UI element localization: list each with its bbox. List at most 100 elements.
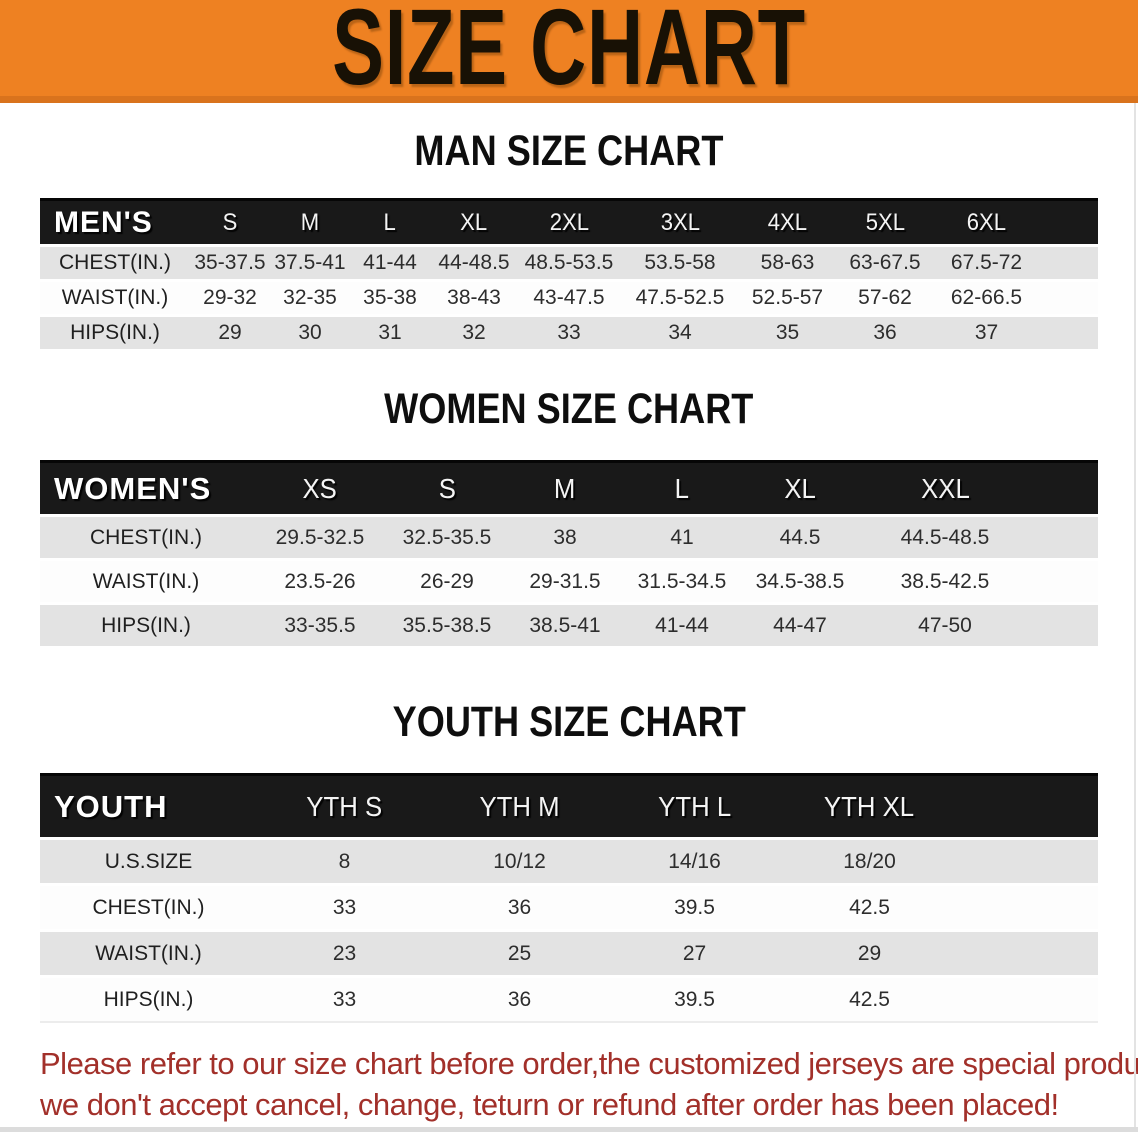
- spacer-cell: [957, 929, 1098, 977]
- spacer-cell: [1030, 558, 1098, 604]
- spacer-cell: [1038, 279, 1098, 316]
- size-value-cell: 36: [835, 314, 935, 349]
- size-value-cell: 37: [935, 314, 1038, 349]
- size-value-cell: 47.5-52.5: [620, 279, 740, 316]
- womens-header-row: WOMEN'S XS S M L XL XXL: [40, 460, 1098, 517]
- spacer-cell: [1038, 198, 1098, 247]
- measurement-row-waist: WAIST(IN.) 23 25 27 29: [40, 929, 1098, 977]
- size-value-cell: 32.5-35.5: [388, 514, 506, 560]
- size-column-header-text: XL: [784, 472, 816, 504]
- banner-title: SIZE CHART: [332, 0, 806, 103]
- spacer-cell: [1038, 244, 1098, 281]
- size-value-cell: 36: [432, 883, 607, 931]
- size-column-header-text: XXL: [920, 472, 970, 504]
- size-value-cell: 44.5: [740, 514, 860, 560]
- size-value-cell: 42.5: [782, 975, 957, 1023]
- youth-size-table: YOUTH YTH S YTH M YTH L YTH XL U.S.SIZE …: [40, 773, 1098, 1023]
- spacer-cell: [957, 773, 1098, 840]
- size-value-cell: 23.5-26: [252, 558, 388, 604]
- size-column-header: XL: [740, 460, 860, 517]
- size-column-header: XL: [430, 198, 518, 247]
- size-value-cell: 33: [257, 883, 432, 931]
- measurement-row-ussize: U.S.SIZE 8 10/12 14/16 18/20: [40, 837, 1098, 885]
- size-column-header-text: 2XL: [549, 208, 589, 236]
- size-value-cell: 29-31.5: [506, 558, 624, 604]
- size-column-header: M: [270, 198, 350, 247]
- size-value-cell: 43-47.5: [518, 279, 620, 316]
- size-column-header-text: YTH XL: [824, 790, 915, 822]
- measurement-row-hips: HIPS(IN.) 29 30 31 32 33 34 35 36 37: [40, 314, 1098, 349]
- spacer-cell: [1038, 314, 1098, 349]
- scan-edge-bottom: [0, 1127, 1138, 1132]
- size-value-cell: 37.5-41: [270, 244, 350, 281]
- size-value-cell: 38-43: [430, 279, 518, 316]
- youth-section-heading: YOUTH SIZE CHART: [0, 698, 1138, 747]
- size-column-header-text: L: [674, 472, 690, 504]
- size-value-cell: 33-35.5: [252, 602, 388, 646]
- size-column-header: 3XL: [620, 198, 740, 247]
- size-value-cell: 8: [257, 837, 432, 885]
- size-value-cell: 48.5-53.5: [518, 244, 620, 281]
- row-label-cell: HIPS(IN.): [40, 602, 252, 646]
- size-value-cell: 67.5-72: [935, 244, 1038, 281]
- men-section-heading-text: MAN SIZE CHART: [414, 127, 724, 175]
- size-value-cell: 32: [430, 314, 518, 349]
- measurement-row-hips: HIPS(IN.) 33-35.5 35.5-38.5 38.5-41 41-4…: [40, 602, 1098, 646]
- measurement-row-hips: HIPS(IN.) 33 36 39.5 42.5: [40, 975, 1098, 1023]
- size-column-header: S: [388, 460, 506, 517]
- size-value-cell: 39.5: [607, 883, 782, 931]
- size-column-header: M: [506, 460, 624, 517]
- row-label-cell: WAIST(IN.): [40, 929, 257, 977]
- youth-header-row: YOUTH YTH S YTH M YTH L YTH XL: [40, 773, 1098, 840]
- row-label-cell: WAIST(IN.): [40, 279, 190, 316]
- size-value-cell: 36: [432, 975, 607, 1023]
- row-label-cell: U.S.SIZE: [40, 837, 257, 885]
- disclaimer-line-1: Please refer to our size chart before or…: [40, 1046, 1138, 1081]
- size-column-header: YTH S: [257, 773, 432, 840]
- size-column-header-text: M: [300, 208, 320, 236]
- size-column-header: XXL: [860, 460, 1030, 517]
- size-column-header-text: M: [554, 472, 576, 504]
- mens-size-table: MEN'S S M L XL 2XL 3XL 4XL 5XL 6XL CHEST…: [40, 198, 1098, 349]
- men-section-heading: MAN SIZE CHART: [0, 127, 1138, 176]
- row-label-cell: HIPS(IN.): [40, 975, 257, 1023]
- size-column-header-text: YTH L: [657, 790, 731, 822]
- measurement-row-chest: CHEST(IN.) 33 36 39.5 42.5: [40, 883, 1098, 931]
- size-column-header: L: [350, 198, 430, 247]
- measurement-row-waist: WAIST(IN.) 23.5-26 26-29 29-31.5 31.5-34…: [40, 558, 1098, 604]
- youth-section-heading-text: YOUTH SIZE CHART: [392, 698, 746, 746]
- size-value-cell: 35.5-38.5: [388, 602, 506, 646]
- size-value-cell: 34.5-38.5: [740, 558, 860, 604]
- size-value-cell: 44-47: [740, 602, 860, 646]
- size-column-header: S: [190, 198, 270, 247]
- spacer-cell: [1030, 514, 1098, 560]
- size-column-header: 4XL: [740, 198, 835, 247]
- size-value-cell: 38.5-41: [506, 602, 624, 646]
- size-column-header: YTH L: [607, 773, 782, 840]
- size-value-cell: 29.5-32.5: [252, 514, 388, 560]
- size-value-cell: 35: [740, 314, 835, 349]
- size-value-cell: 25: [432, 929, 607, 977]
- size-column-header: YTH XL: [782, 773, 957, 840]
- size-value-cell: 38.5-42.5: [860, 558, 1030, 604]
- size-column-header: XS: [252, 460, 388, 517]
- size-value-cell: 29: [190, 314, 270, 349]
- size-value-cell: 35-37.5: [190, 244, 270, 281]
- size-value-cell: 62-66.5: [935, 279, 1038, 316]
- size-column-header: L: [624, 460, 740, 517]
- size-value-cell: 32-35: [270, 279, 350, 316]
- size-value-cell: 39.5: [607, 975, 782, 1023]
- size-value-cell: 41: [624, 514, 740, 560]
- womens-header-label: WOMEN'S: [40, 460, 252, 517]
- size-column-header-text: 6XL: [966, 208, 1007, 236]
- mens-header-row: MEN'S S M L XL 2XL 3XL 4XL 5XL 6XL: [40, 198, 1098, 247]
- size-value-cell: 34: [620, 314, 740, 349]
- size-column-header: YTH M: [432, 773, 607, 840]
- size-column-header-text: 5XL: [865, 208, 905, 236]
- scan-edge-right: [1134, 103, 1136, 1132]
- youth-header-label: YOUTH: [40, 773, 257, 840]
- size-value-cell: 18/20: [782, 837, 957, 885]
- size-column-header: 2XL: [518, 198, 620, 247]
- size-value-cell: 38: [506, 514, 624, 560]
- women-section-heading: WOMEN SIZE CHART: [0, 385, 1138, 434]
